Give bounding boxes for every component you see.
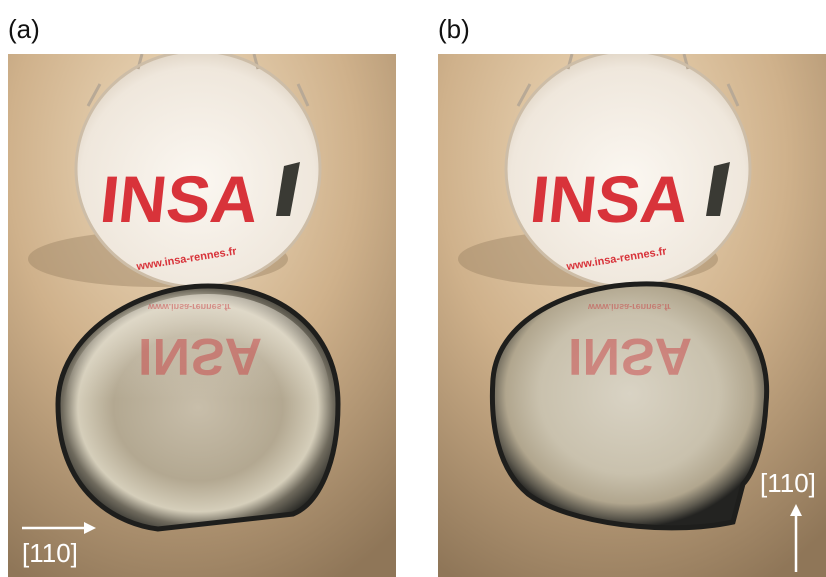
logo-accent-shape (276, 162, 300, 216)
wafer-b (492, 283, 767, 528)
reflection-logo-text: INSA (138, 327, 262, 385)
insa-lid (76, 54, 320, 287)
direction-label-b: [110] (760, 468, 816, 498)
panel-a-label: (a) (8, 14, 40, 44)
logo-accent-shape-b (706, 162, 730, 216)
direction-arrow-right-icon (22, 522, 96, 534)
reflection-logo-text-b: INSA (568, 327, 692, 385)
direction-arrow-up-icon (790, 504, 802, 572)
photo-b-drawing: INSA www.insa-rennes.fr INSA www.insa-re… (438, 54, 826, 577)
wafer-reflection-b: INSA www.insa-rennes.fr (568, 302, 692, 385)
direction-label-a: [110] (22, 538, 78, 568)
insa-lid-b (506, 54, 750, 287)
insa-logo-text: INSA (97, 163, 262, 237)
wafer-reflection: INSA www.insa-rennes.fr (138, 302, 262, 385)
photo-panel-b: INSA www.insa-rennes.fr INSA www.insa-re… (438, 54, 826, 577)
photo-a-drawing: INSA www.insa-rennes.fr INSA www.insa-re… (8, 54, 396, 577)
insa-logo-text-b: INSA (527, 163, 692, 237)
reflection-url-text: www.insa-rennes.fr (147, 302, 231, 312)
panel-b-label: (b) (438, 14, 470, 44)
photo-panel-a: INSA www.insa-rennes.fr INSA www.insa-re… (8, 54, 396, 577)
reflection-url-text-b: www.insa-rennes.fr (587, 302, 671, 312)
